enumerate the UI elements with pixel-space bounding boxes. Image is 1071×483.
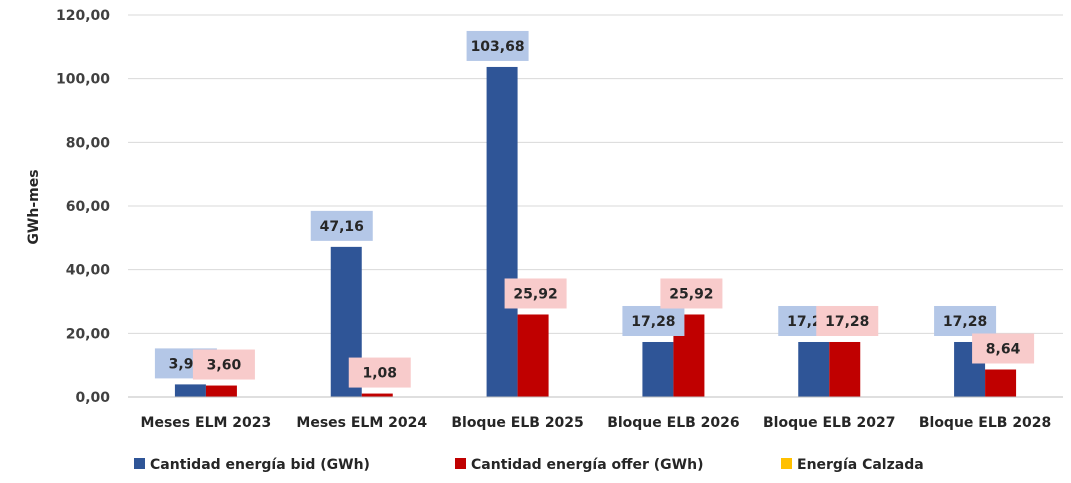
y-tick-label: 100,00 bbox=[56, 72, 110, 88]
bar-2-1 bbox=[205, 385, 237, 397]
x-category-label: Meses ELM 2024 bbox=[296, 415, 427, 431]
legend: Cantidad energía bid (GWh) Cantidad energ… bbox=[134, 457, 924, 473]
x-axis-categories: Meses ELM 2023 Meses ELM 2024 Bloque ELB 2… bbox=[141, 415, 1052, 431]
x-category-label: Bloque ELB 2025 bbox=[451, 415, 583, 431]
y-tick-label: 60,00 bbox=[66, 199, 111, 215]
data-label-bg bbox=[192, 349, 255, 380]
data-label-2-5: 17,28 bbox=[825, 314, 869, 330]
data-label-1-3: 103,68 bbox=[471, 39, 525, 55]
x-category-label: Bloque ELB 2026 bbox=[607, 415, 739, 431]
legend-swatch-1 bbox=[134, 458, 145, 469]
bar-2-6 bbox=[985, 369, 1017, 397]
y-tick-label: 40,00 bbox=[66, 263, 111, 279]
bar-2-3 bbox=[517, 314, 549, 397]
data-label-2-1: 3,60 bbox=[207, 358, 242, 374]
data-label-bg bbox=[660, 278, 723, 309]
gridlines bbox=[128, 14, 1063, 334]
y-axis-label: GWh-mes bbox=[26, 169, 42, 244]
y-tick-label: 20,00 bbox=[66, 326, 111, 342]
bar-1-1 bbox=[174, 384, 206, 397]
data-label-1-2: 47,16 bbox=[320, 219, 364, 235]
x-category-label: Bloque ELB 2028 bbox=[919, 415, 1051, 431]
bar-1-4 bbox=[642, 341, 674, 397]
y-tick-label: 80,00 bbox=[66, 135, 111, 151]
bars bbox=[174, 66, 1017, 398]
bar-1-5 bbox=[798, 341, 830, 397]
legend-swatch-3 bbox=[781, 458, 792, 469]
data-label-2-4: 25,92 bbox=[669, 286, 713, 302]
data-label-1-6: 17,28 bbox=[943, 314, 987, 330]
x-category-label: Bloque ELB 2027 bbox=[763, 415, 895, 431]
data-label-bg bbox=[972, 333, 1035, 364]
bar-1-3 bbox=[486, 66, 518, 398]
bar-2-2 bbox=[361, 393, 393, 397]
data-label-2-6: 8,64 bbox=[986, 341, 1021, 357]
x-category-label: Meses ELM 2023 bbox=[141, 415, 272, 431]
data-label-2-2: 1,08 bbox=[362, 366, 397, 382]
data-label-bg bbox=[310, 210, 373, 241]
data-label-bg bbox=[466, 30, 529, 61]
y-tick-label: 0,00 bbox=[75, 390, 110, 406]
data-label-bg bbox=[934, 305, 997, 336]
y-axis-ticks: 0,00 20,00 40,00 60,00 80,00 100,00 120,00 bbox=[56, 8, 110, 406]
legend-label-2: Cantidad energía offer (GWh) bbox=[471, 457, 703, 473]
data-label-bg bbox=[622, 305, 685, 336]
legend-label-1: Cantidad energía bid (GWh) bbox=[150, 457, 370, 473]
legend-swatch-2 bbox=[455, 458, 466, 469]
data-label-2-3: 25,92 bbox=[513, 286, 557, 302]
data-label-1-4: 17,28 bbox=[631, 314, 675, 330]
data-label-bg bbox=[504, 278, 567, 309]
data-label-bg bbox=[348, 357, 411, 388]
data-label-bg bbox=[816, 305, 879, 336]
y-tick-label: 120,00 bbox=[56, 8, 110, 24]
bar-2-5 bbox=[829, 341, 861, 397]
legend-label-3: Energía Calzada bbox=[797, 457, 924, 473]
